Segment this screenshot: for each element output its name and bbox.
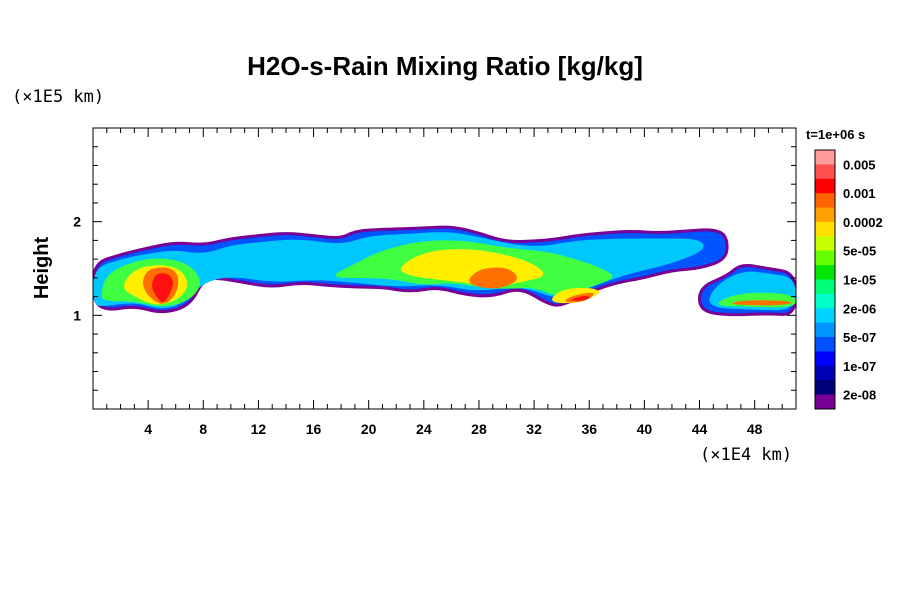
colorbar-swatch: [815, 308, 835, 324]
colorbar: 0.005 0.001 0.0002 5e-05 1e-05 2e-06 5e-07 1e-0…: [814, 149, 883, 410]
colorbar-frame: [814, 149, 836, 410]
colorbar-swatch: [815, 221, 835, 237]
time-label: t=1e+06 s: [806, 127, 865, 142]
colorbar-label: 2e-08: [843, 388, 876, 403]
chart-title: H2O-s-Rain Mixing Ratio [kg/kg]: [247, 51, 643, 81]
x-tick-label: 44: [692, 421, 708, 437]
colorbar-label: 0.0002: [843, 215, 883, 230]
colorbar-swatch: [815, 207, 835, 223]
x-unit-label: (×1E4 km): [700, 445, 792, 465]
colorbar-swatch: [815, 394, 835, 410]
colorbar-label: 5e-05: [843, 244, 876, 259]
y-tick-label: 1: [73, 307, 81, 323]
plot-frame: [92, 127, 797, 410]
colorbar-label: 5e-07: [843, 330, 876, 345]
colorbar-swatch: [815, 337, 835, 352]
y-axis-label: Height: [31, 237, 53, 300]
y-axis: 12: [73, 146, 796, 391]
x-tick-label: 48: [747, 421, 763, 437]
contour-layer: [93, 225, 796, 317]
y-tick-label: 2: [73, 214, 81, 230]
colorbar-swatch: [815, 150, 835, 165]
colorbar-swatch: [815, 380, 835, 396]
x-tick-label: 40: [637, 421, 653, 437]
x-tick-label: 24: [416, 421, 432, 437]
contour-region-15-level-5: [572, 296, 590, 301]
x-tick-label: 16: [306, 421, 322, 437]
colorbar-swatch: [815, 365, 835, 381]
x-tick-label: 20: [361, 421, 377, 437]
contour-region-11-level-4: [469, 267, 517, 289]
colorbar-label: 1e-07: [843, 359, 876, 374]
colorbar-swatch: [815, 351, 835, 367]
x-tick-label: 8: [199, 421, 207, 437]
x-tick-label: 4: [144, 421, 152, 437]
plot-area: [92, 127, 797, 410]
colorbar-swatch: [815, 178, 835, 194]
colorbar-label: 0.001: [843, 186, 876, 201]
colorbar-label: 2e-06: [843, 301, 876, 316]
colorbar-swatch: [815, 193, 835, 209]
colorbar-label: 0.005: [843, 157, 876, 172]
x-tick-label: 12: [251, 421, 267, 437]
colorbar-label: 1e-05: [843, 273, 876, 288]
y-unit-label: (×1E5 km): [12, 87, 104, 107]
colorbar-swatch: [815, 265, 835, 280]
x-tick-label: 28: [471, 421, 487, 437]
contour-region-13-level-4: [732, 300, 792, 306]
colorbar-swatch: [815, 236, 835, 252]
colorbar-swatch: [815, 322, 835, 338]
x-tick-label: 36: [581, 421, 597, 437]
colorbar-swatch: [815, 250, 835, 266]
contour-region-14-level-5: [152, 273, 173, 303]
colorbar-swatch: [815, 293, 835, 309]
colorbar-swatch: [815, 164, 835, 180]
x-tick-label: 32: [526, 421, 542, 437]
colorbar-swatch: [815, 279, 835, 295]
x-axis: 4 8 12 16 20 24 28 32 36 40 44 48: [106, 128, 783, 437]
